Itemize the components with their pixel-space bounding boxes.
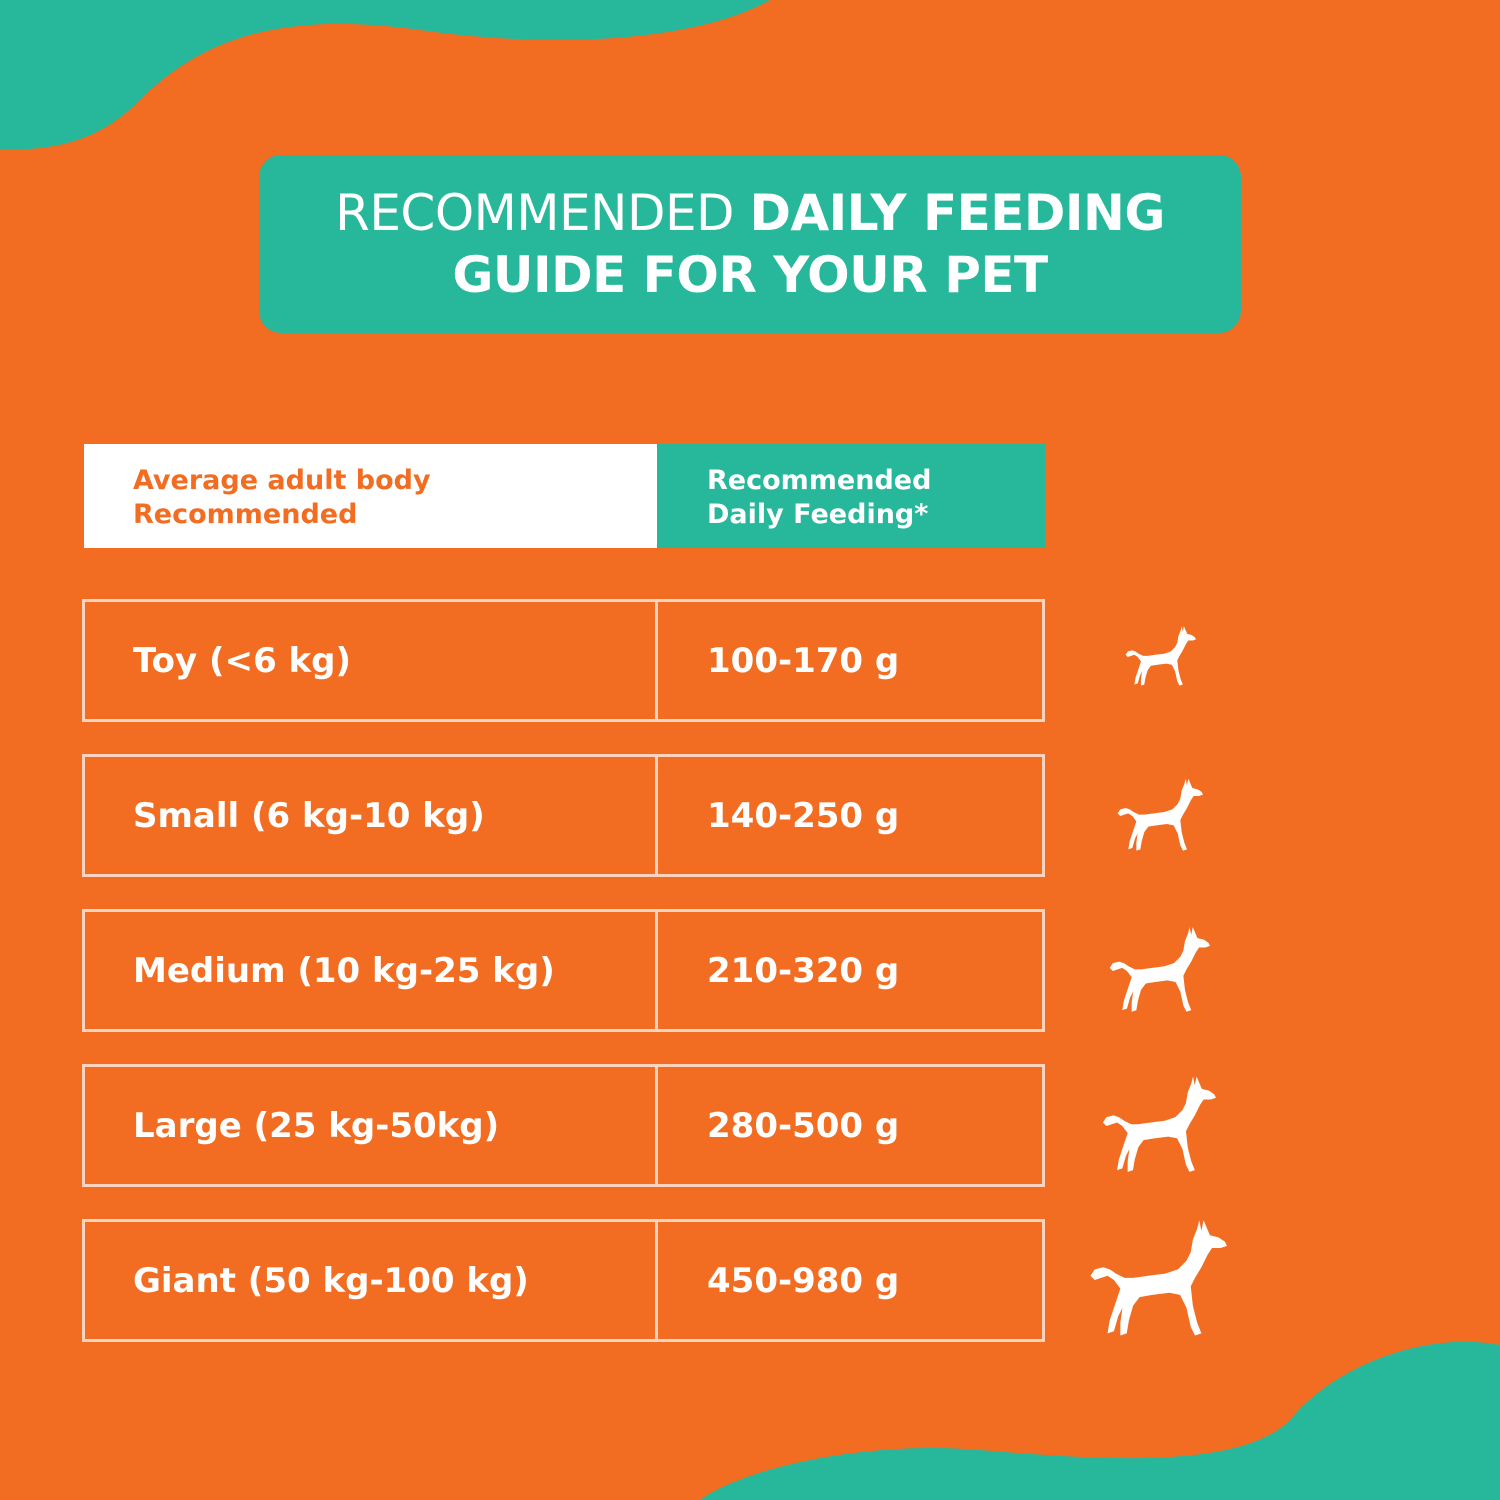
column-header-body-size: Average adult body Recommended xyxy=(84,444,657,548)
size-cell: Medium (10 kg-25 kg) xyxy=(85,912,658,1029)
table-row-giant: Giant (50 kg-100 kg) 450-980 g xyxy=(82,1219,1045,1342)
dog-icon xyxy=(1117,778,1203,851)
column-header-daily-feeding-line1: Recommended xyxy=(707,465,932,496)
title-bold-text: DAILY FEEDING xyxy=(749,184,1165,242)
title-line-1: RECOMMENDED DAILY FEEDING xyxy=(335,182,1165,244)
table-row-small: Small (6 kg-10 kg) 140-250 g xyxy=(82,754,1045,877)
feeding-cell: 210-320 g xyxy=(707,950,900,991)
feeding-cell: 100-170 g xyxy=(707,640,900,681)
dog-icon xyxy=(1102,1076,1216,1172)
title-line-2: GUIDE FOR YOUR PET xyxy=(452,246,1048,304)
size-cell: Large (25 kg-50kg) xyxy=(85,1067,658,1184)
column-header-body-size-line2: Recommended xyxy=(133,499,358,530)
feeding-cell: 140-250 g xyxy=(707,795,900,836)
column-header-daily-feeding: Recommended Daily Feeding* xyxy=(657,444,1045,548)
dog-icon xyxy=(1125,626,1196,686)
column-header-daily-feeding-line2: Daily Feeding* xyxy=(707,499,929,530)
dog-icon xyxy=(1090,1220,1227,1336)
table-row-toy: Toy (<6 kg) 100-170 g xyxy=(82,599,1045,722)
feeding-cell: 450-980 g xyxy=(707,1260,900,1301)
title-banner: RECOMMENDED DAILY FEEDING GUIDE FOR YOUR… xyxy=(259,155,1241,333)
table-row-large: Large (25 kg-50kg) 280-500 g xyxy=(82,1064,1045,1187)
size-cell: Small (6 kg-10 kg) xyxy=(85,757,658,874)
size-cell: Toy (<6 kg) xyxy=(85,602,658,719)
column-header-body-size-line1: Average adult body xyxy=(133,465,431,496)
size-cell: Giant (50 kg-100 kg) xyxy=(85,1222,658,1339)
dog-icon xyxy=(1109,927,1210,1012)
table-row-medium: Medium (10 kg-25 kg) 210-320 g xyxy=(82,909,1045,1032)
feeding-cell: 280-500 g xyxy=(707,1105,900,1146)
title-light-text: RECOMMENDED xyxy=(335,184,735,242)
